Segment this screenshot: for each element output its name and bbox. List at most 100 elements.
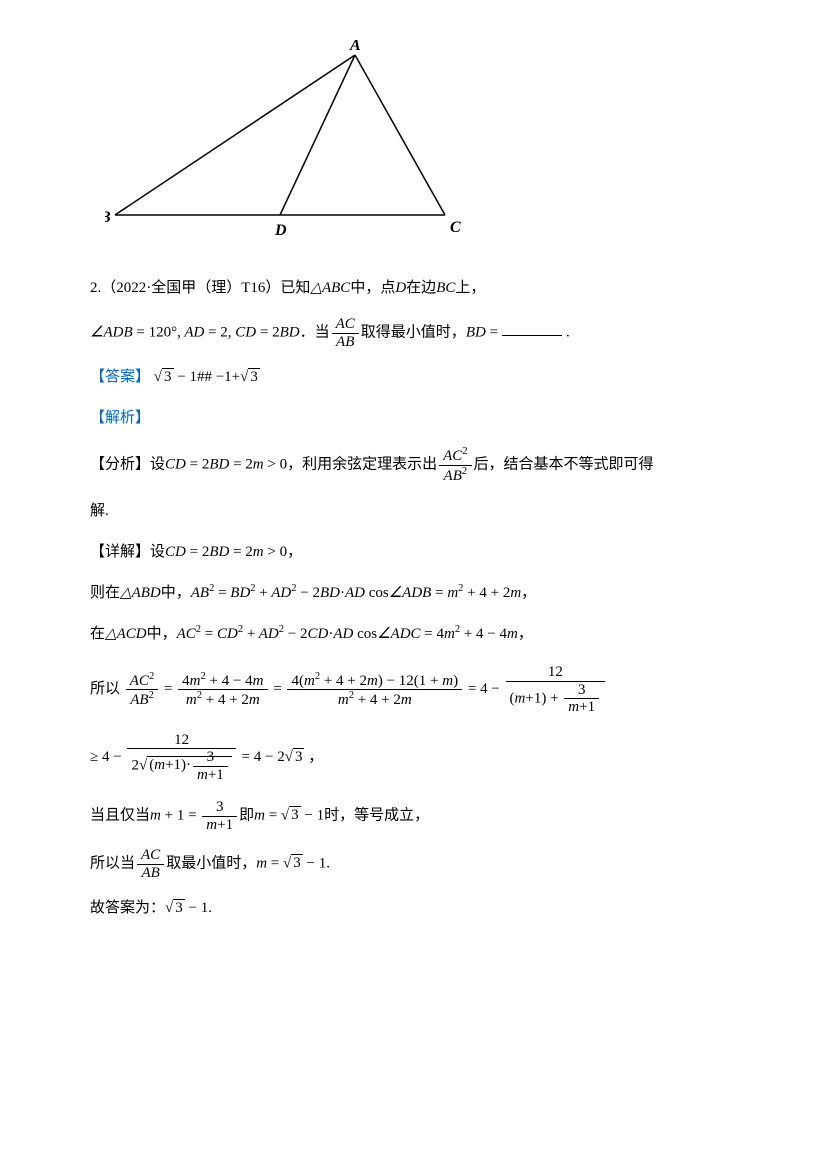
fenxi-mid1: ，利用余弦定理表示出	[287, 456, 437, 472]
step6-frac: ACAB	[137, 847, 164, 881]
s3f2n: 4m2 + 4 − 4m	[178, 671, 267, 691]
final-line: 故答案为：√3 − 1.	[90, 895, 737, 922]
step6-eq: m = √3 − 1	[256, 854, 326, 871]
step1-eq: AB2 = BD2 + AD2 − 2BD·AD cos∠ADB = m2 + …	[191, 585, 521, 601]
step2-tri: △ACD	[105, 626, 147, 642]
svg-text:C: C	[450, 219, 461, 236]
step4-rhs: = 4 − 2	[242, 749, 285, 765]
problem-prefix: 2.（2022·全国甲（理）T16）已知	[90, 280, 310, 296]
step5-frac: 3m+1	[202, 799, 237, 833]
step5-prefix: 当且仅当	[90, 807, 150, 823]
step3-f4: 12 (m+1) + 3m+1	[506, 664, 606, 716]
fenxi-line2: 解.	[90, 498, 737, 525]
s4-two: 2	[131, 757, 139, 773]
triangle-svg: A B C D	[105, 40, 465, 240]
problem-eq1: ∠ADB = 120°, AD = 2, CD = 2BD	[90, 324, 300, 340]
s6fn: AC	[137, 847, 164, 865]
step5-end: 时，等号成立，	[324, 807, 429, 823]
answer-sep: ## −1+	[197, 369, 240, 385]
step3-f1: AC2AB2	[126, 671, 158, 709]
step5-line: 当且仅当m + 1 = 3m+1即m = √3 − 1时，等号成立，	[90, 799, 737, 833]
problem-frac: ACAB	[332, 316, 359, 350]
s3f4d: (m+1) + 3m+1	[506, 682, 606, 716]
s3f3n: 4(m2 + 4 + 2m) − 12(1 + m)	[287, 671, 462, 691]
step2-prefix: 在	[90, 626, 105, 642]
step1-mid: 中，	[161, 585, 191, 601]
problem-mid3: 上，	[455, 280, 485, 296]
detail-line: 【详解】设CD = 2BD = 2m > 0，	[90, 539, 737, 566]
answer-val2: √3	[240, 368, 260, 385]
s4fn: 12	[127, 732, 235, 750]
step1-tri: △ABD	[120, 585, 161, 601]
svg-text:A: A	[349, 40, 361, 54]
s6fd: AB	[137, 865, 164, 882]
problem-mid2: 在边	[406, 280, 436, 296]
fenxi-frac-den: AB2	[439, 466, 471, 485]
problem-triangle: △ABC	[310, 280, 350, 296]
step4-sqrt3: √3	[285, 748, 305, 765]
problem-sideBC: BC	[436, 280, 455, 296]
fenxi-mid2: 后，结合基本不等式即可得	[474, 456, 654, 472]
frac-den: AB	[332, 334, 359, 351]
step3-prefix: 所以	[90, 681, 120, 697]
step6-end: .	[326, 855, 330, 871]
jiexi-label: 【解析】	[90, 410, 150, 426]
frac-num: AC	[332, 316, 359, 334]
answer-line: 【答案】 √3 − 1## −1+√3	[90, 364, 737, 391]
s5fn: 3	[202, 799, 237, 817]
s3f2d: m2 + 4 + 2m	[178, 690, 267, 709]
s3f1d: AB2	[126, 690, 158, 709]
step5-rhs: m = √3 − 1	[254, 806, 324, 823]
step2-line: 在△ACD中，AC2 = CD2 + AD2 − 2CD·AD cos∠ADC …	[90, 621, 737, 648]
detail-label: 【详解】设	[90, 544, 165, 560]
step3-f2: 4m2 + 4 − 4mm2 + 4 + 2m	[178, 671, 267, 709]
step2-comma: ，	[518, 626, 533, 642]
step3-f3: 4(m2 + 4 + 2m) − 12(1 + m)m2 + 4 + 2m	[287, 671, 462, 709]
final-end: .	[208, 900, 212, 916]
step2-eq: AC2 = CD2 + AD2 − 2CD·AD cos∠ADC = 4m2 +…	[177, 626, 518, 642]
problem-statement: 2.（2022·全国甲（理）T16）已知△ABC中，点D在边BC上，	[90, 275, 737, 302]
answer-val1: √3 − 1	[154, 368, 197, 385]
detail-eq: CD = 2BD = 2m > 0	[165, 544, 287, 560]
detail-comma: ，	[287, 544, 302, 560]
step3-line: 所以 AC2AB2 = 4m2 + 4 − 4mm2 + 4 + 2m = 4(…	[90, 664, 737, 716]
s3f4d-id: m+1	[564, 699, 599, 716]
page-root: ABCD 2.（2022·全国甲（理）T16）已知△ABC中，点D在边BC上， …	[0, 0, 827, 1170]
problem-line2: ∠ADB = 120°, AD = 2, CD = 2BD．当ACAB取得最小值…	[90, 316, 737, 350]
jiexi-line: 【解析】	[90, 405, 737, 432]
step6-prefix: 所以当	[90, 855, 135, 871]
step1-line: 则在△ABD中，AB2 = BD2 + AD2 − 2BD·AD cos∠ADB…	[90, 580, 737, 607]
final-prefix: 故答案为：	[90, 900, 165, 916]
step6-mid: 取最小值时，	[166, 855, 256, 871]
step4-frac: 12 2√(m+1)·3m+1	[127, 732, 235, 784]
blank-line	[502, 320, 562, 336]
s3f1n: AC2	[126, 671, 158, 691]
fenxi-frac: AC2AB2	[439, 446, 471, 484]
problem-mid5: 取得最小值时，	[361, 324, 466, 340]
problem-pointD: D	[395, 280, 406, 296]
step2-mid: 中，	[147, 626, 177, 642]
s4in-n: 3	[193, 749, 228, 767]
s4in-d: m+1	[193, 767, 228, 784]
step5-lhs: m + 1 =	[150, 807, 200, 823]
step5-mid: 即	[239, 807, 254, 823]
step1-comma: ，	[521, 585, 536, 601]
fenxi-eq: CD = 2BD = 2m > 0	[165, 456, 287, 472]
step1-prefix: 则在	[90, 585, 120, 601]
answer-label: 【答案】	[90, 369, 150, 385]
svg-text:B: B	[105, 209, 111, 226]
step4-line: ≥ 4 − 12 2√(m+1)·3m+1 = 4 − 2√3 ，	[90, 732, 737, 784]
s3f3d: m2 + 4 + 2m	[287, 690, 462, 709]
step6-line: 所以当ACAB取最小值时，m = √3 − 1.	[90, 847, 737, 881]
svg-text:D: D	[274, 222, 287, 239]
step4-comma: ，	[308, 749, 323, 765]
s4fd: 2√(m+1)·3m+1	[127, 749, 235, 783]
problem-mid4: ．当	[300, 324, 330, 340]
fenxi-line: 【分析】设CD = 2BD = 2m > 0，利用余弦定理表示出AC2AB2后，…	[90, 446, 737, 484]
fenxi-label: 【分析】设	[90, 456, 165, 472]
s4-inner: 3m+1	[193, 749, 228, 783]
problem-mid1: 中，点	[350, 280, 395, 296]
s3f4d-in: 3	[564, 682, 599, 700]
step4-ge: ≥ 4 −	[90, 749, 122, 765]
s3f4d-inner: 3m+1	[564, 682, 599, 716]
